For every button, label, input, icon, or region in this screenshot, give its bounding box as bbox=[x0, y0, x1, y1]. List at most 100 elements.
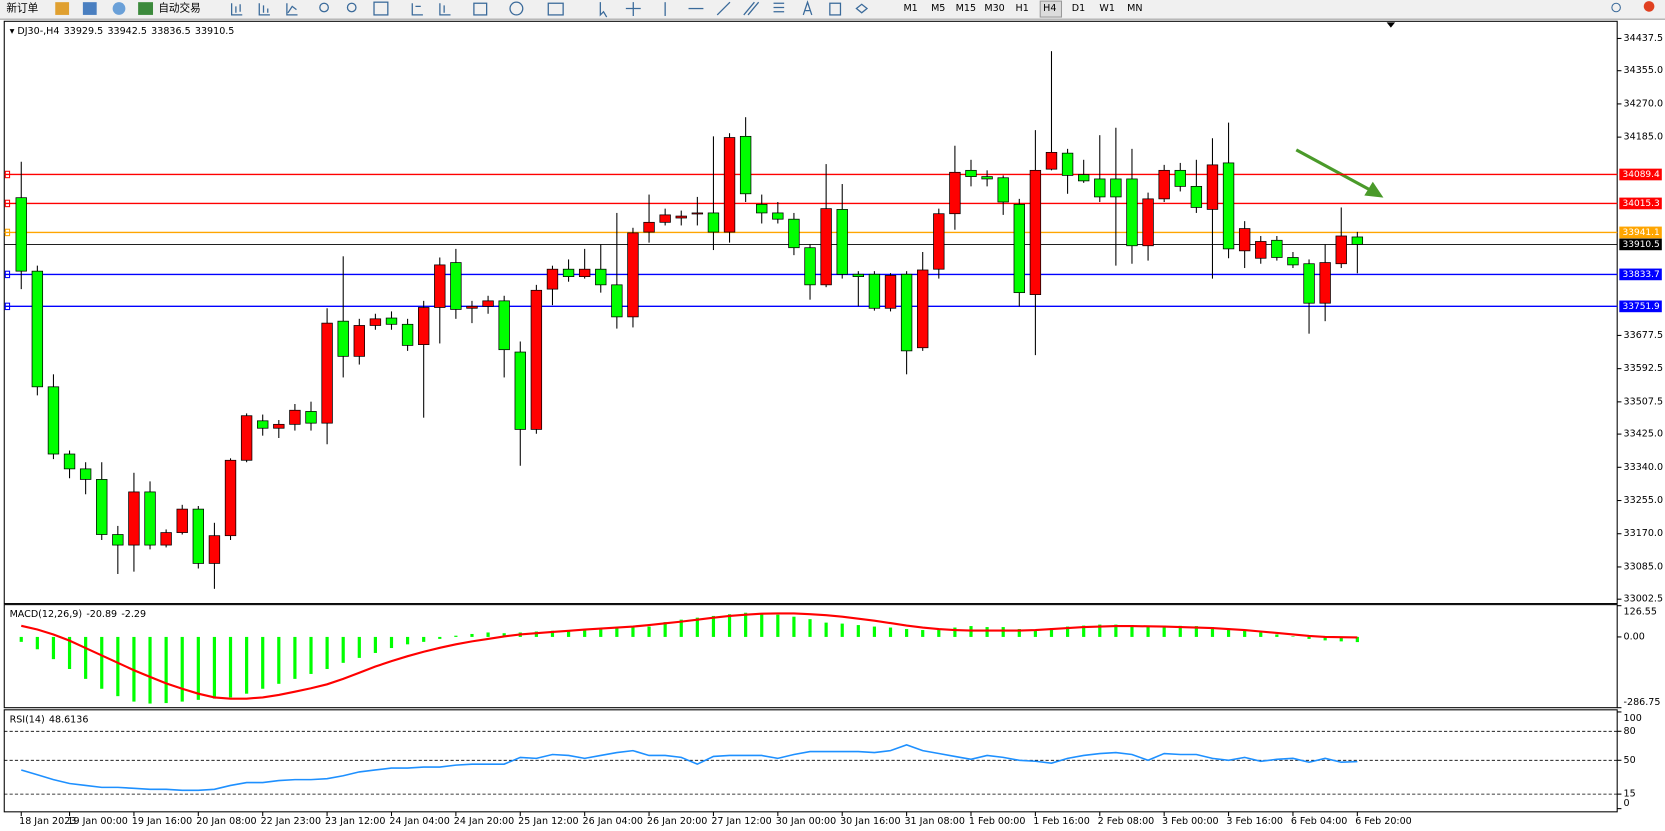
icon[interactable] bbox=[599, 2, 608, 18]
candle-body bbox=[675, 215, 687, 219]
candle-body bbox=[1174, 169, 1186, 187]
macd-bar bbox=[228, 636, 233, 698]
symbol: DJ30-,H4 bbox=[17, 25, 59, 36]
x-tick-label: 1 Feb 00:00 bbox=[969, 816, 1026, 827]
timeframes: M1 M5 M15 M30 H1 H4 D1 W1 MN bbox=[903, 0, 1142, 18]
macd-bar bbox=[245, 636, 249, 694]
signal-line bbox=[21, 612, 1358, 700]
y-tick-label: -286.75 bbox=[1624, 697, 1661, 708]
macd-bar bbox=[148, 636, 152, 704]
x-tick-label: 2 Feb 08:00 bbox=[1098, 816, 1155, 827]
macd-bar bbox=[405, 636, 410, 645]
candle-body bbox=[772, 212, 784, 220]
icon[interactable] bbox=[439, 3, 451, 16]
icon[interactable] bbox=[625, 2, 641, 16]
icon[interactable] bbox=[82, 2, 97, 15]
search-icon[interactable] bbox=[1611, 2, 1621, 13]
timeframe-button[interactable]: M30 bbox=[984, 3, 1004, 14]
icon[interactable] bbox=[855, 3, 869, 14]
auto-trading[interactable]: 自动交易 bbox=[158, 2, 200, 15]
main-panel bbox=[3, 20, 1618, 605]
candle-body bbox=[353, 325, 365, 357]
macd-bar bbox=[389, 636, 394, 649]
icon[interactable] bbox=[286, 3, 298, 16]
macd-bar bbox=[1146, 625, 1150, 637]
level-box bbox=[4, 302, 11, 311]
tool-icons[interactable] bbox=[230, 0, 869, 18]
icon[interactable] bbox=[411, 3, 423, 16]
macd-bar bbox=[1033, 631, 1037, 637]
macd-bar bbox=[631, 627, 635, 637]
icon[interactable] bbox=[346, 2, 357, 13]
candle-body bbox=[933, 213, 945, 270]
candle-body bbox=[852, 273, 865, 277]
y-tick-label: 0 bbox=[1624, 798, 1630, 809]
macd-bar bbox=[196, 636, 200, 700]
timeframe-button[interactable]: MN bbox=[1127, 3, 1142, 14]
macd-title: MACD(12,26,9) bbox=[10, 609, 83, 620]
timeframe-button[interactable]: W1 bbox=[1099, 3, 1115, 14]
macd-bar bbox=[550, 630, 555, 637]
candle-body bbox=[1077, 174, 1090, 182]
icon[interactable] bbox=[258, 3, 270, 16]
macd-bar bbox=[985, 627, 989, 637]
notification-icon[interactable] bbox=[1643, 1, 1655, 12]
macd-bar bbox=[1178, 625, 1182, 637]
level-label: 34015.3 bbox=[1622, 199, 1660, 209]
y-tick-label: 33255.0 bbox=[1624, 495, 1663, 506]
y-tick-label: 33592.5 bbox=[1624, 363, 1663, 374]
candle-body bbox=[595, 268, 607, 286]
macd-bar bbox=[1065, 626, 1070, 637]
level-label-box bbox=[1619, 268, 1662, 281]
x-tick-label: 6 Feb 04:00 bbox=[1291, 816, 1348, 827]
candle-body bbox=[482, 300, 494, 307]
macd-bar bbox=[261, 636, 265, 689]
icon[interactable] bbox=[802, 0, 813, 16]
icon[interactable] bbox=[509, 1, 524, 16]
macd-last: -20.89 bbox=[86, 609, 117, 620]
x-tick-label: 23 Jan 12:00 bbox=[325, 816, 385, 827]
icon[interactable] bbox=[55, 2, 70, 15]
level-box bbox=[4, 199, 11, 208]
macd-bar bbox=[1082, 625, 1086, 637]
new-order[interactable]: 新订单 bbox=[6, 2, 38, 15]
icon[interactable] bbox=[716, 1, 731, 16]
x-tick-label: 24 Jan 20:00 bbox=[454, 816, 514, 827]
timeframe-button[interactable]: H1 bbox=[1016, 3, 1029, 14]
y-tick-label: 50 bbox=[1624, 755, 1636, 766]
timeframe-button[interactable]: M15 bbox=[956, 3, 976, 14]
timeframe-button[interactable]: D1 bbox=[1072, 3, 1085, 14]
macd-bar bbox=[1339, 636, 1343, 642]
macd-bar bbox=[1114, 624, 1118, 637]
macd-bar bbox=[856, 625, 860, 637]
icon[interactable] bbox=[230, 3, 243, 16]
macd-bar bbox=[711, 615, 716, 637]
candle-body bbox=[578, 268, 591, 277]
icon[interactable] bbox=[743, 1, 760, 16]
y-tick-label: 34437.5 bbox=[1624, 33, 1663, 44]
candle-body bbox=[466, 305, 478, 309]
candle-body bbox=[1271, 239, 1283, 258]
timeframe-button[interactable]: M1 bbox=[903, 3, 917, 14]
macd-bar bbox=[1162, 625, 1166, 637]
icon[interactable] bbox=[112, 2, 126, 15]
icon[interactable] bbox=[373, 1, 389, 16]
candle-body bbox=[1206, 164, 1219, 210]
timeframe-button[interactable]: H4 bbox=[1043, 3, 1056, 14]
x-tick-label: 30 Jan 00:00 bbox=[776, 816, 836, 827]
candle-body bbox=[1335, 235, 1347, 265]
x-tick-label: 27 Jan 12:00 bbox=[711, 816, 771, 827]
macd-bar bbox=[744, 612, 748, 637]
icon[interactable] bbox=[473, 2, 488, 16]
timeframe-button[interactable]: M5 bbox=[931, 3, 945, 14]
level-label: 34089.4 bbox=[1622, 170, 1660, 180]
icon[interactable] bbox=[319, 2, 329, 13]
icon[interactable] bbox=[138, 2, 154, 15]
icon[interactable] bbox=[829, 2, 842, 16]
level-label-box bbox=[1619, 300, 1662, 313]
icon[interactable] bbox=[547, 2, 564, 16]
macd-bar bbox=[325, 636, 329, 670]
icon[interactable] bbox=[773, 2, 785, 13]
candle-body bbox=[707, 212, 720, 233]
x-tick-label: 19 Jan 16:00 bbox=[132, 816, 192, 827]
